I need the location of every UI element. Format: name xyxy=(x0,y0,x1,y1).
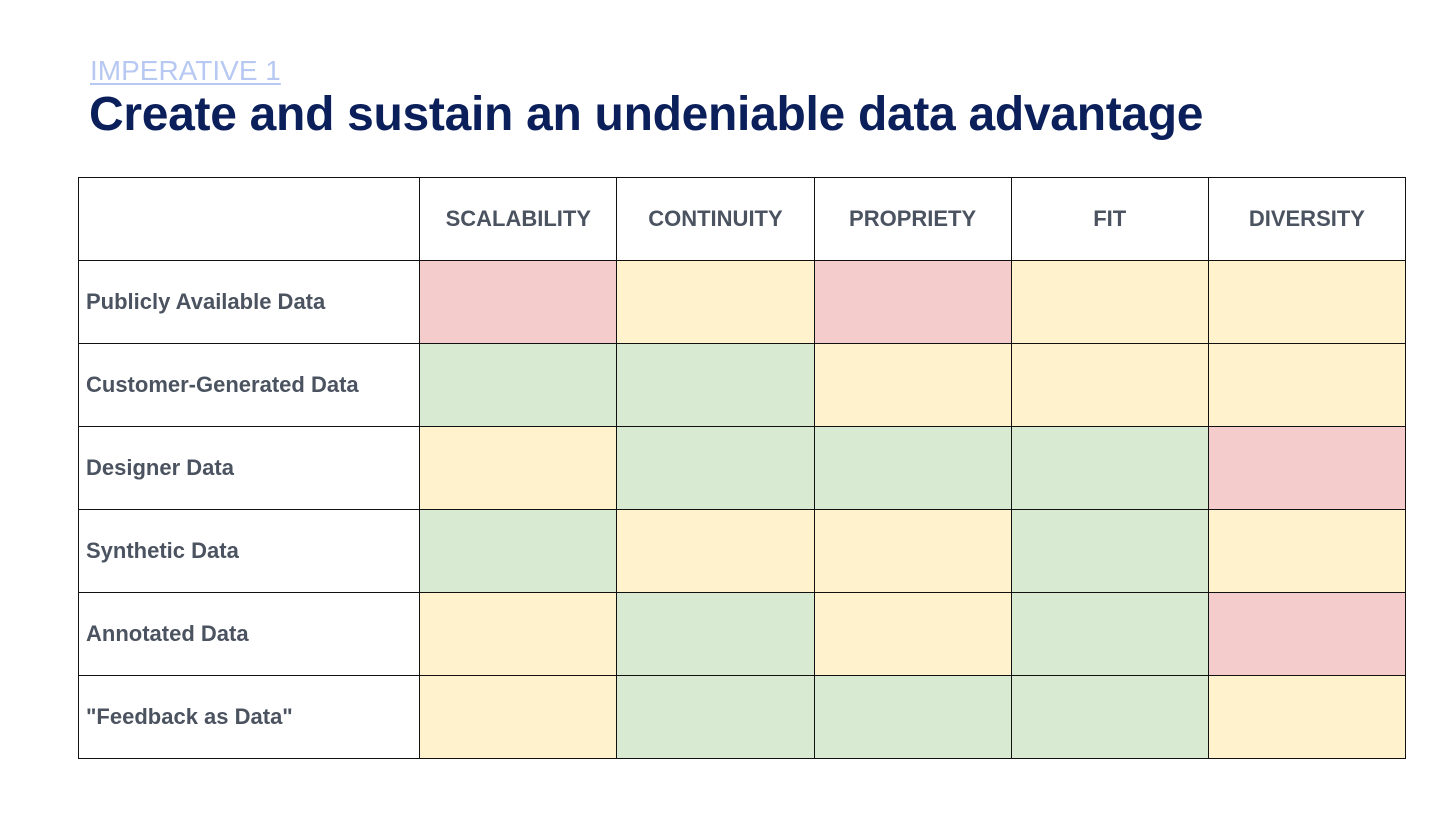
imperative-eyebrow-link[interactable]: IMPERATIVE 1 xyxy=(90,55,281,86)
rating-cell xyxy=(419,343,618,427)
slide-title: Create and sustain an undeniable data ad… xyxy=(89,88,1204,141)
column-header-fit: FIT xyxy=(1010,177,1209,261)
rating-cell xyxy=(616,343,815,427)
column-header-scalability: SCALABILITY xyxy=(419,177,618,261)
row-label: Designer Data xyxy=(77,426,421,510)
rating-cell xyxy=(1010,509,1209,593)
rating-cell xyxy=(813,509,1012,593)
rating-cell xyxy=(1207,509,1407,593)
rating-cell xyxy=(616,509,815,593)
row-label: Customer-Generated Data xyxy=(77,343,421,427)
rating-cell xyxy=(1207,343,1407,427)
data-rating-matrix: SCALABILITY CONTINUITY PROPRIETY FIT DIV… xyxy=(77,177,1407,759)
rating-cell xyxy=(616,592,815,676)
column-header-continuity: CONTINUITY xyxy=(616,177,815,261)
matrix-corner-cell xyxy=(77,177,421,261)
rating-cell xyxy=(813,343,1012,427)
column-header-diversity: DIVERSITY xyxy=(1207,177,1407,261)
rating-cell xyxy=(813,426,1012,510)
rating-cell xyxy=(419,426,618,510)
rating-cell xyxy=(1010,260,1209,344)
matrix-row: Publicly Available Data xyxy=(77,260,1407,344)
matrix-row: Customer-Generated Data xyxy=(77,343,1407,427)
rating-cell xyxy=(419,509,618,593)
rating-cell xyxy=(1207,592,1407,676)
matrix-row: Annotated Data xyxy=(77,592,1407,676)
rating-cell xyxy=(813,592,1012,676)
rating-cell xyxy=(813,675,1012,759)
rating-cell xyxy=(1010,592,1209,676)
rating-cell xyxy=(419,592,618,676)
matrix-header-row: SCALABILITY CONTINUITY PROPRIETY FIT DIV… xyxy=(77,177,1407,261)
rating-cell xyxy=(813,260,1012,344)
rating-cell xyxy=(616,426,815,510)
row-label: Synthetic Data xyxy=(77,509,421,593)
rating-cell xyxy=(1207,426,1407,510)
rating-cell xyxy=(616,260,815,344)
column-header-propriety: PROPRIETY xyxy=(813,177,1012,261)
matrix-row: Designer Data xyxy=(77,426,1407,510)
row-label: Annotated Data xyxy=(77,592,421,676)
matrix-row: "Feedback as Data" xyxy=(77,675,1407,759)
rating-cell xyxy=(1207,675,1407,759)
row-label: Publicly Available Data xyxy=(77,260,421,344)
rating-cell xyxy=(1010,675,1209,759)
matrix-row: Synthetic Data xyxy=(77,509,1407,593)
rating-cell xyxy=(419,260,618,344)
row-label: "Feedback as Data" xyxy=(77,675,421,759)
rating-cell xyxy=(616,675,815,759)
rating-cell xyxy=(1207,260,1407,344)
rating-cell xyxy=(1010,343,1209,427)
rating-cell xyxy=(419,675,618,759)
rating-cell xyxy=(1010,426,1209,510)
